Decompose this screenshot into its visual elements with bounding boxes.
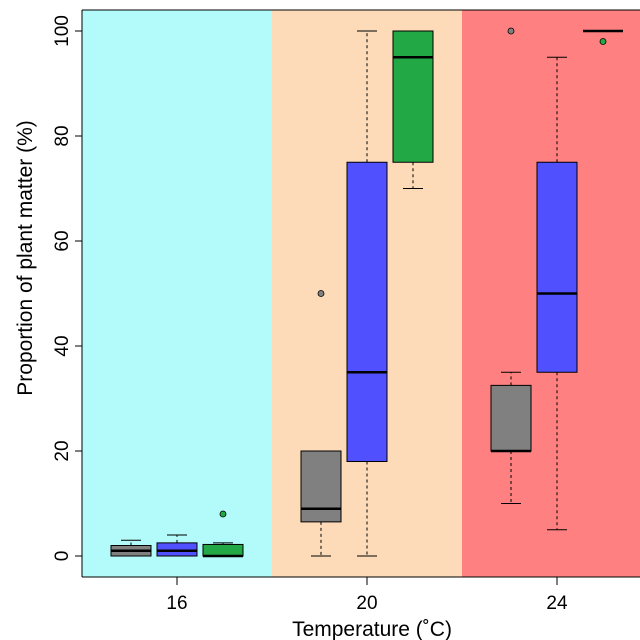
x-axis-title: Temperature (˚C) — [292, 618, 452, 640]
x-tick-label-24: 24 — [546, 593, 568, 614]
box-16-2 — [156, 542, 198, 557]
y-tick-label-0: 0 — [52, 551, 73, 562]
box-20-2 — [346, 161, 388, 462]
x-axis: 16 20 24 — [166, 577, 568, 614]
y-axis: 0 20 40 60 80 100 — [52, 15, 82, 561]
box-24-1 — [490, 384, 532, 452]
y-tick-label-60: 60 — [52, 230, 73, 251]
y-tick-label-40: 40 — [52, 335, 73, 356]
box-24-2 — [536, 161, 578, 373]
outlier-24-3-1 — [599, 38, 607, 45]
x-tick-label-16: 16 — [166, 593, 187, 614]
box-16-3 — [202, 543, 244, 557]
box-groups — [110, 27, 623, 558]
y-tick-label-20: 20 — [52, 440, 73, 461]
outlier-24-1-1 — [507, 27, 515, 35]
y-tick-label-100: 100 — [52, 15, 73, 47]
category-background-16 — [82, 10, 272, 577]
outlier-16-3-1 — [219, 510, 227, 518]
x-tick-label-20: 20 — [356, 593, 377, 614]
y-axis-title: Proportion of plant matter (%) — [14, 120, 37, 395]
y-tick-label-80: 80 — [52, 125, 73, 146]
outlier-20-1-1 — [317, 290, 325, 297]
plot-frame — [81, 9, 640, 578]
box-20-3 — [392, 30, 434, 163]
box-20-1 — [300, 450, 342, 523]
